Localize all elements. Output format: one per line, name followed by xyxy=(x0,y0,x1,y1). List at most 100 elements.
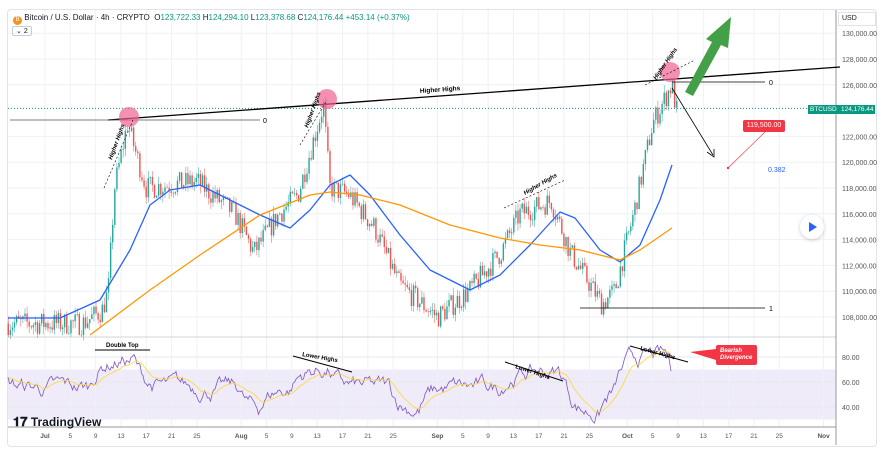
candle xyxy=(178,172,181,181)
candle xyxy=(220,200,223,203)
candle xyxy=(323,102,325,117)
candle xyxy=(563,233,565,247)
candle xyxy=(577,265,580,270)
fib-label: 0 xyxy=(263,118,267,125)
time-tick: 21 xyxy=(364,433,372,440)
candle xyxy=(383,236,385,248)
candle xyxy=(519,208,521,224)
high-label: H xyxy=(202,13,209,22)
candle xyxy=(143,180,145,187)
candle xyxy=(508,230,511,234)
candle xyxy=(101,304,103,323)
candle xyxy=(584,262,586,266)
candle xyxy=(66,314,68,334)
candle xyxy=(569,247,571,256)
logo-text: TradingView xyxy=(30,415,102,429)
low-value: 123,378.68 xyxy=(255,13,296,22)
close-label: C xyxy=(297,13,304,22)
candle xyxy=(575,266,578,270)
candle xyxy=(51,327,53,330)
candle xyxy=(289,191,291,203)
fib-label: 0 xyxy=(769,80,773,87)
candle xyxy=(38,323,41,334)
candle xyxy=(404,283,406,285)
candle xyxy=(172,192,175,194)
candle xyxy=(548,195,551,204)
candle xyxy=(500,260,502,264)
time-tick: 13 xyxy=(510,433,518,440)
candle xyxy=(630,226,632,232)
candle xyxy=(437,312,440,327)
rsi-tick: 40.00 xyxy=(842,405,860,412)
candle xyxy=(343,183,346,192)
scroll-to-realtime-button[interactable] xyxy=(800,215,824,239)
candle xyxy=(203,175,206,192)
candle xyxy=(621,266,624,272)
candle xyxy=(465,289,467,302)
candle xyxy=(442,306,444,309)
candle xyxy=(379,234,381,243)
candle xyxy=(201,175,204,186)
candle xyxy=(270,218,273,236)
price-tick: 110,000.00 xyxy=(842,289,877,296)
symbol-header[interactable]: B Bitcoin / U.S. Dollar · 4h · CRYPTO O1… xyxy=(13,13,410,25)
currency-selector[interactable]: USD xyxy=(838,12,876,26)
candle xyxy=(471,281,473,284)
time-tick: 9 xyxy=(94,433,98,440)
candle xyxy=(130,127,133,131)
candle xyxy=(243,218,246,227)
candle xyxy=(105,292,108,313)
fib-label: 1 xyxy=(769,306,773,313)
candle xyxy=(70,320,72,334)
candle xyxy=(387,248,390,253)
candle xyxy=(251,247,254,252)
candle xyxy=(124,130,126,149)
candle xyxy=(352,192,354,206)
candle xyxy=(89,319,91,324)
candle xyxy=(120,149,122,163)
candle xyxy=(300,188,302,202)
candle xyxy=(272,213,275,236)
candle xyxy=(423,297,425,311)
candle xyxy=(358,202,360,207)
candle xyxy=(625,232,628,241)
candle xyxy=(377,239,379,243)
indicators-toggle[interactable]: ⌄ 2 xyxy=(12,26,32,36)
candle xyxy=(183,185,185,188)
candle xyxy=(68,333,70,334)
symbol-name: Bitcoin / U.S. Dollar xyxy=(24,13,94,22)
tradingview-logo: 𝟏𝟕 TradingView xyxy=(13,414,102,429)
candle xyxy=(30,326,32,328)
candle xyxy=(425,310,427,312)
candle xyxy=(193,182,195,186)
indicator-count: 2 xyxy=(23,28,28,35)
candle xyxy=(653,119,655,134)
candle xyxy=(650,133,653,146)
candle xyxy=(515,210,517,218)
bearish-divergence-callout[interactable]: Bearish Divergence xyxy=(716,345,757,365)
candle xyxy=(498,257,500,264)
candle xyxy=(235,202,237,225)
candle xyxy=(168,187,170,192)
close-value: 124,176.44 xyxy=(303,13,344,22)
target-point xyxy=(726,166,730,170)
candle xyxy=(151,176,154,185)
target-label[interactable]: 119,500.00 xyxy=(743,120,785,132)
candle xyxy=(229,197,231,212)
candle xyxy=(469,281,471,290)
candle xyxy=(381,234,383,237)
candle xyxy=(135,146,137,152)
candle xyxy=(364,204,367,220)
interval[interactable]: 4h xyxy=(100,13,110,22)
candle xyxy=(632,214,634,227)
candle xyxy=(277,214,279,227)
candle xyxy=(93,306,95,315)
lower-highs-label: Lower Highs xyxy=(302,352,339,364)
candle xyxy=(189,175,191,185)
time-tick: 21 xyxy=(750,433,758,440)
candle xyxy=(245,226,248,236)
candle xyxy=(559,216,561,219)
time-tick: 13 xyxy=(117,433,125,440)
higher-highs-label: Higher Highs xyxy=(523,173,559,197)
